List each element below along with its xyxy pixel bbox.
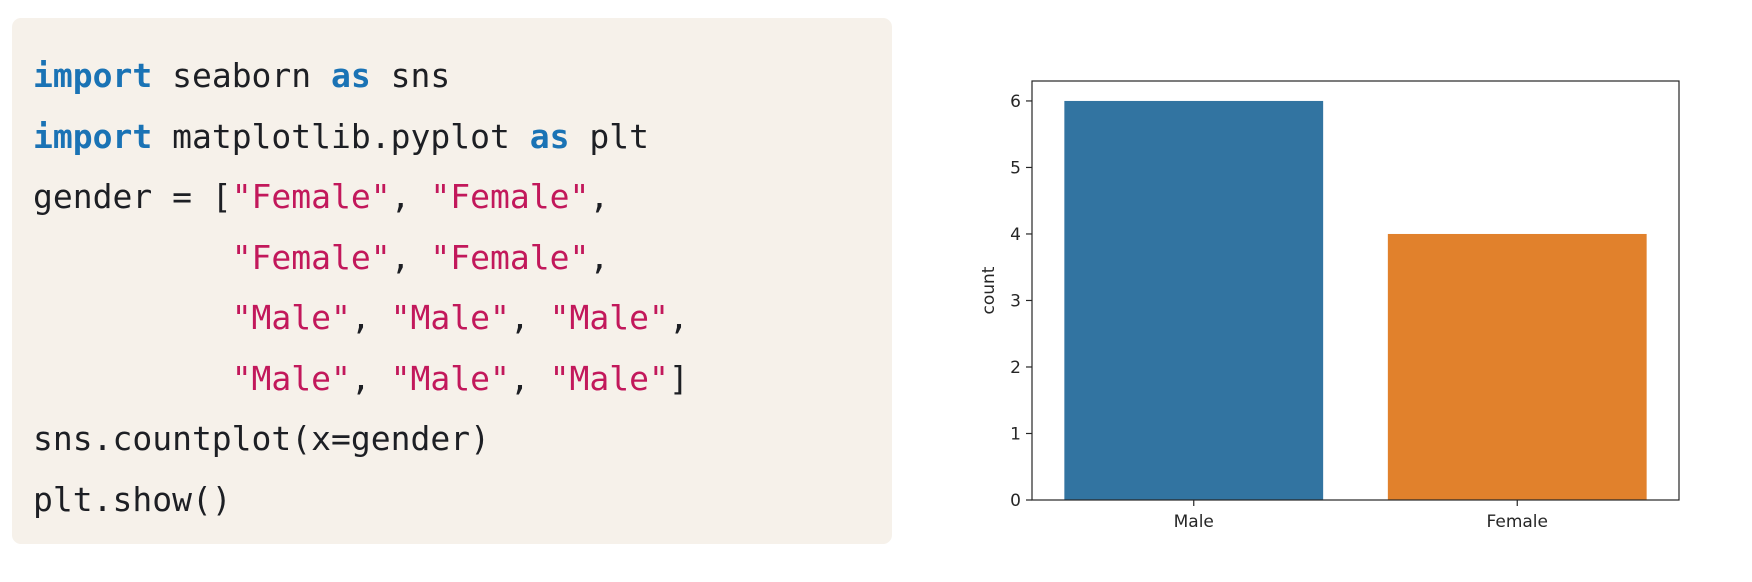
code-string: "Male" bbox=[549, 358, 669, 398]
code-text: plt.show() bbox=[33, 479, 232, 519]
code-line: "Female", "Female", bbox=[33, 228, 892, 289]
code-text: , bbox=[350, 298, 391, 337]
x-tick-label: Female bbox=[1487, 512, 1548, 532]
y-tick-label: 0 bbox=[1010, 491, 1021, 511]
code-text: , bbox=[509, 298, 550, 337]
code-keyword: import bbox=[33, 56, 153, 95]
y-tick-label: 1 bbox=[1010, 424, 1021, 444]
code-string: "Male" bbox=[231, 358, 351, 398]
code-text: seaborn bbox=[152, 56, 332, 95]
axes-frame bbox=[1031, 80, 1680, 501]
y-tick-label: 3 bbox=[1010, 291, 1021, 311]
code-keyword: as bbox=[529, 116, 570, 156]
code-text bbox=[33, 238, 232, 277]
code-line: "Male", "Male", "Male"] bbox=[33, 349, 892, 410]
y-tick-label: 5 bbox=[1010, 158, 1021, 178]
bar-male bbox=[1064, 100, 1324, 500]
code-line: sns.countplot(x=gender) bbox=[33, 409, 892, 470]
x-tick-label: Male bbox=[1174, 512, 1214, 532]
code-string: "Male" bbox=[549, 298, 669, 337]
code-text: , bbox=[589, 177, 610, 216]
code-string: "Male" bbox=[390, 298, 510, 337]
code-line: import matplotlib.pyplot as plt bbox=[33, 107, 892, 168]
code-text bbox=[33, 298, 232, 337]
chart-svg: 0 1 2 3 4 5 6 Male Female count bbox=[979, 80, 1680, 532]
code-text: plt bbox=[569, 116, 649, 156]
code-keyword: as bbox=[331, 56, 371, 95]
code-text: sns.countplot(x=gender) bbox=[33, 419, 490, 458]
code-keyword: import bbox=[33, 116, 153, 156]
code-line: "Male", "Male", "Male", bbox=[33, 288, 892, 349]
y-tick-label: 6 bbox=[1010, 92, 1021, 112]
y-tick-label: 4 bbox=[1010, 225, 1021, 245]
code-text: matplotlib.pyplot bbox=[152, 116, 530, 156]
y-axis-label: count bbox=[979, 266, 999, 314]
code-text: , bbox=[390, 177, 431, 216]
code-text: , bbox=[390, 237, 431, 277]
code-text: , bbox=[668, 298, 689, 337]
code-text: , bbox=[509, 358, 550, 398]
code-text: , bbox=[350, 358, 391, 398]
count-plot: 0 1 2 3 4 5 6 Male Female count bbox=[960, 50, 1740, 575]
code-text: , bbox=[589, 237, 610, 277]
code-text: gender = [ bbox=[33, 177, 232, 216]
code-text bbox=[33, 359, 232, 398]
code-text: sns bbox=[370, 56, 451, 95]
y-tick-label: 2 bbox=[1010, 358, 1021, 378]
bar-female bbox=[1387, 233, 1647, 500]
code-block: import seaborn as sns import matplotlib.p… bbox=[12, 18, 892, 544]
code-string: "Female" bbox=[231, 177, 391, 216]
code-string: "Female" bbox=[430, 237, 590, 277]
code-string: "Male" bbox=[390, 358, 510, 398]
code-string: "Female" bbox=[231, 237, 391, 277]
code-string: "Male" bbox=[231, 298, 351, 337]
code-line: plt.show() bbox=[33, 470, 892, 531]
code-line: import seaborn as sns bbox=[33, 46, 892, 107]
code-line: gender = ["Female", "Female", bbox=[33, 167, 892, 228]
code-string: "Female" bbox=[430, 177, 590, 216]
code-text: ] bbox=[668, 358, 689, 398]
